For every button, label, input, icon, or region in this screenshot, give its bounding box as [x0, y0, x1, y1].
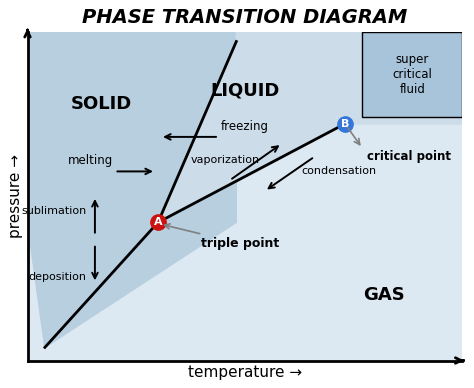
Text: deposition: deposition — [28, 272, 86, 282]
FancyBboxPatch shape — [363, 32, 463, 117]
Text: super
critical
fluid: super critical fluid — [392, 53, 432, 96]
Text: LIQUID: LIQUID — [210, 82, 280, 100]
Text: vaporization: vaporization — [191, 155, 260, 165]
Text: SOLID: SOLID — [71, 95, 132, 113]
Text: freezing: freezing — [221, 120, 269, 133]
Polygon shape — [158, 32, 463, 222]
Text: condensation: condensation — [301, 166, 376, 177]
Text: melting: melting — [68, 154, 113, 167]
Title: PHASE TRANSITION DIAGRAM: PHASE TRANSITION DIAGRAM — [82, 8, 408, 27]
Text: triple point: triple point — [164, 224, 280, 250]
Y-axis label: pressure →: pressure → — [9, 154, 23, 238]
X-axis label: temperature →: temperature → — [188, 365, 302, 380]
Text: B: B — [341, 119, 349, 129]
Polygon shape — [27, 32, 237, 347]
Text: A: A — [154, 217, 162, 227]
Polygon shape — [27, 32, 237, 222]
Polygon shape — [27, 32, 463, 347]
Polygon shape — [27, 124, 463, 360]
Text: GAS: GAS — [363, 286, 405, 304]
Text: critical point: critical point — [367, 150, 451, 163]
Text: sublimation: sublimation — [21, 206, 86, 216]
